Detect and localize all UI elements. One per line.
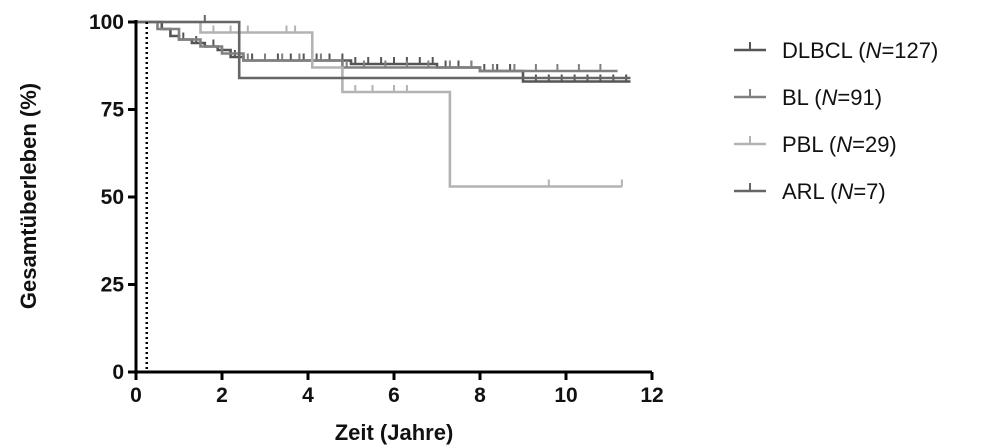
x-tick-label: 10 — [554, 384, 577, 407]
legend-series-name: ARL ( — [782, 179, 838, 204]
series-line-arl — [136, 20, 631, 80]
legend-item-arl: ARL (N=7) — [734, 179, 886, 204]
x-axis-title: Zeit (Jahre) — [335, 420, 454, 445]
legend-label: BL (N=91) — [782, 85, 882, 110]
series-line-dlbcl — [136, 20, 631, 83]
legend-series-name: DLBCL ( — [782, 38, 866, 63]
series-line-bl — [136, 20, 618, 73]
y-tick-label: 0 — [112, 361, 124, 384]
y-axis-ticks: 0 25 50 75 100 — [89, 11, 136, 384]
legend-item-bl: BL (N=91) — [734, 85, 882, 110]
x-tick-label: 0 — [130, 384, 142, 407]
x-tick-label: 6 — [388, 384, 400, 407]
legend-item-dlbcl: DLBCL (N=127) — [734, 38, 938, 63]
legend-series-name: BL ( — [782, 85, 822, 110]
y-axis-title: Gesamtüberleben (%) — [16, 83, 41, 309]
x-tick-label: 2 — [216, 384, 228, 407]
y-tick-label: 50 — [101, 186, 124, 209]
y-tick-label: 25 — [101, 274, 125, 297]
legend-series-name: PBL ( — [782, 132, 837, 157]
x-axis-ticks: 0 2 4 6 8 10 12 — [130, 372, 664, 407]
series-line-pbl — [136, 20, 622, 188]
y-tick-label: 100 — [89, 11, 124, 34]
series-group — [136, 15, 631, 188]
x-tick-label: 4 — [302, 384, 314, 407]
y-tick-label: 75 — [101, 99, 125, 122]
x-tick-label: 12 — [640, 384, 663, 407]
legend-label: DLBCL (N=127) — [782, 38, 938, 63]
legend-label: PBL (N=29) — [782, 132, 897, 157]
x-tick-label: 8 — [474, 384, 486, 407]
legend-label: ARL (N=7) — [782, 179, 886, 204]
legend-series-n: N=91) — [822, 85, 883, 110]
legend-series-n: N=127) — [866, 38, 939, 63]
legend-series-n: N=7) — [837, 179, 885, 204]
legend: DLBCL (N=127) BL (N=91) PBL (N=29) ARL (N=7… — [734, 38, 938, 204]
legend-series-n: N=29) — [836, 132, 897, 157]
legend-item-pbl: PBL (N=29) — [734, 132, 897, 157]
